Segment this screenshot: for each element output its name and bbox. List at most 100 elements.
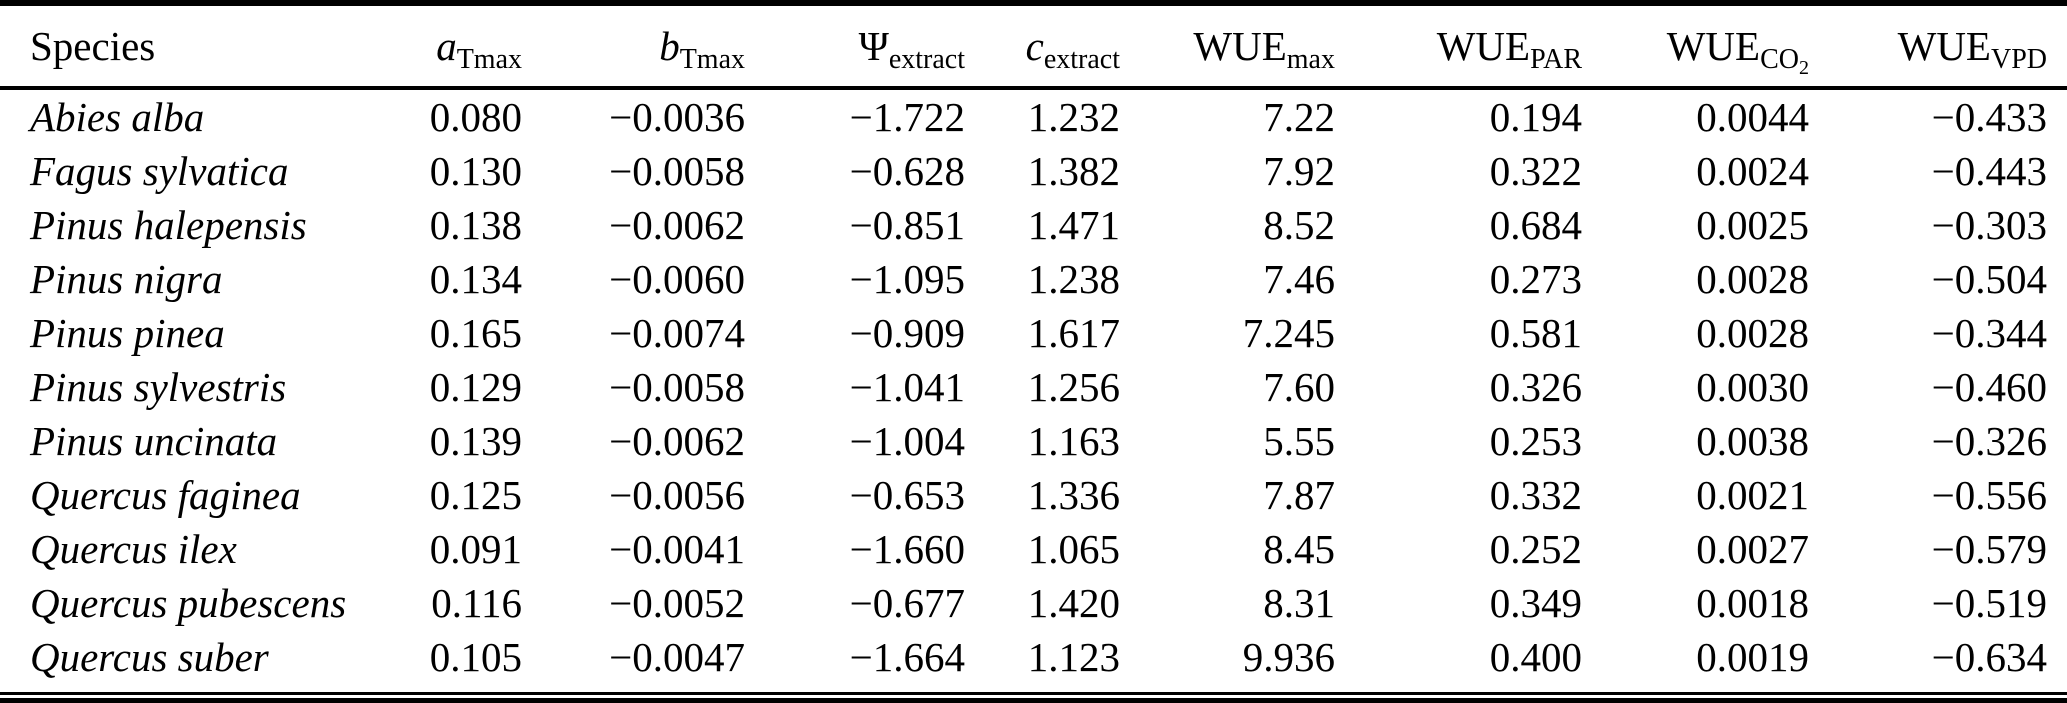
column-header-base: WUE (1666, 23, 1761, 69)
species-cell: Pinus sylvestris (30, 364, 287, 410)
value-cell-wue-co2: 0.0018 (1696, 580, 1809, 626)
value-cell-wue-par: 0.252 (1489, 526, 1582, 572)
value-cell-c-extract: 1.336 (1027, 472, 1120, 518)
value-cell-wue-co2: 0.0038 (1696, 418, 1809, 464)
value-cell-wue-co2: 0.0019 (1696, 634, 1809, 680)
species-cell: Quercus pubescens (30, 580, 347, 626)
species-cell: Quercus suber (30, 634, 269, 680)
value-cell-wue-par: 0.194 (1489, 94, 1582, 140)
species-cell: Fagus sylvatica (30, 148, 289, 194)
value-cell-psi-extract: −0.677 (849, 580, 965, 626)
value-cell-a-tmax: 0.091 (429, 526, 522, 572)
value-cell-b-tmax: −0.0062 (609, 202, 745, 248)
value-cell-wue-max: 7.245 (1242, 310, 1335, 356)
value-cell-c-extract: 1.238 (1027, 256, 1120, 302)
value-cell-wue-co2: 0.0021 (1696, 472, 1809, 518)
column-header-a-tmax: aTmax (402, 3, 522, 90)
value-cell-psi-extract: −0.628 (849, 148, 965, 194)
value-cell-psi-extract: −1.722 (849, 94, 965, 140)
value-cell-wue-vpd: −0.556 (1931, 472, 2047, 518)
value-cell-wue-vpd: −0.326 (1931, 418, 2047, 464)
value-cell-b-tmax: −0.0036 (609, 94, 745, 140)
column-header-base: c (1025, 23, 1044, 69)
species-cell: Pinus halepensis (30, 202, 307, 248)
table-row: Quercus suber 0.105 −0.0047 −1.664 1.123 9.93… (0, 630, 2067, 684)
value-cell-psi-extract: −1.004 (849, 418, 965, 464)
table-row: Quercus pubescens 0.116 −0.0052 −0.677 1.420… (0, 576, 2067, 630)
value-cell-wue-vpd: −0.303 (1931, 202, 2047, 248)
value-cell-wue-max: 8.52 (1263, 202, 1335, 248)
value-cell-wue-vpd: −0.504 (1931, 256, 2047, 302)
value-cell-wue-par: 0.322 (1489, 148, 1582, 194)
column-header-base: Ψ (858, 23, 889, 69)
value-cell-psi-extract: −0.851 (849, 202, 965, 248)
value-cell-wue-vpd: −0.344 (1931, 310, 2047, 356)
species-cell: Quercus faginea (30, 472, 301, 518)
value-cell-psi-extract: −1.095 (849, 256, 965, 302)
column-header-base: Species (30, 23, 156, 69)
value-cell-c-extract: 1.420 (1027, 580, 1120, 626)
column-header-base: WUE (1436, 23, 1531, 69)
value-cell-c-extract: 1.232 (1027, 94, 1120, 140)
value-cell-wue-max: 8.45 (1263, 526, 1335, 572)
value-cell-wue-vpd: −0.579 (1931, 526, 2047, 572)
column-header-subscript: max (1286, 44, 1335, 75)
value-cell-c-extract: 1.065 (1027, 526, 1120, 572)
value-cell-a-tmax: 0.130 (429, 148, 522, 194)
column-header-subscript: Tmax (679, 44, 745, 75)
column-header-subscript: PAR (1530, 44, 1582, 75)
value-cell-b-tmax: −0.0058 (609, 364, 745, 410)
value-cell-wue-par: 0.400 (1489, 634, 1582, 680)
value-cell-b-tmax: −0.0056 (609, 472, 745, 518)
value-cell-c-extract: 1.163 (1027, 418, 1120, 464)
value-cell-wue-par: 0.332 (1489, 472, 1582, 518)
column-header-psi-extract: Ψextract (745, 3, 965, 90)
bottom-rule-thick (0, 698, 2067, 703)
value-cell-b-tmax: −0.0041 (609, 526, 745, 572)
value-cell-c-extract: 1.617 (1027, 310, 1120, 356)
value-cell-wue-par: 0.326 (1489, 364, 1582, 410)
value-cell-wue-co2: 0.0028 (1696, 256, 1809, 302)
column-header-wue-max: WUEmax (1120, 3, 1335, 90)
column-header-base: WUE (1193, 23, 1287, 69)
value-cell-wue-par: 0.581 (1489, 310, 1582, 356)
column-header-subsubscript: 2 (1799, 57, 1809, 79)
column-header-base: WUE (1897, 23, 1991, 69)
value-cell-wue-vpd: −0.460 (1931, 364, 2047, 410)
value-cell-wue-max: 5.55 (1263, 418, 1335, 464)
value-cell-wue-co2: 0.0044 (1696, 94, 1809, 140)
table-row: Quercus faginea 0.125 −0.0056 −0.653 1.336 7.… (0, 468, 2067, 522)
column-header-wue-co2: WUECO2 (1582, 3, 1809, 90)
value-cell-wue-vpd: −0.443 (1931, 148, 2047, 194)
value-cell-wue-max: 8.31 (1263, 580, 1335, 626)
species-cell: Pinus pinea (30, 310, 225, 356)
value-cell-wue-max: 7.46 (1263, 256, 1335, 302)
value-cell-b-tmax: −0.0047 (609, 634, 745, 680)
value-cell-c-extract: 1.123 (1027, 634, 1120, 680)
table-row: Pinus uncinata 0.139 −0.0062 −1.004 1.163 5.5… (0, 414, 2067, 468)
column-header-base: a (436, 23, 457, 69)
value-cell-wue-vpd: −0.634 (1931, 634, 2047, 680)
value-cell-a-tmax: 0.105 (429, 634, 522, 680)
value-cell-psi-extract: −0.653 (849, 472, 965, 518)
species-cell: Pinus nigra (30, 256, 223, 302)
column-header-subscript: extract (1043, 44, 1120, 75)
species-cell: Quercus ilex (30, 526, 237, 572)
value-cell-a-tmax: 0.116 (431, 580, 522, 626)
table-header: Species aTmax bTmax Ψextract cextract WUEmax W… (0, 3, 2067, 90)
value-cell-wue-par: 0.253 (1489, 418, 1582, 464)
value-cell-a-tmax: 0.125 (429, 472, 522, 518)
value-cell-a-tmax: 0.138 (429, 202, 522, 248)
header-row: Species aTmax bTmax Ψextract cextract WUEmax W… (0, 3, 2067, 90)
bottom-rule-thin (0, 692, 2067, 695)
value-cell-wue-par: 0.684 (1489, 202, 1582, 248)
value-cell-wue-vpd: −0.433 (1931, 94, 2047, 140)
table-row: Pinus nigra 0.134 −0.0060 −1.095 1.238 7.46 0.… (0, 252, 2067, 306)
column-header-species: Species (0, 3, 402, 90)
value-cell-a-tmax: 0.129 (429, 364, 522, 410)
value-cell-b-tmax: −0.0052 (609, 580, 745, 626)
column-header-subscript: CO2 (1760, 44, 1809, 79)
value-cell-c-extract: 1.256 (1027, 364, 1120, 410)
value-cell-b-tmax: −0.0060 (609, 256, 745, 302)
